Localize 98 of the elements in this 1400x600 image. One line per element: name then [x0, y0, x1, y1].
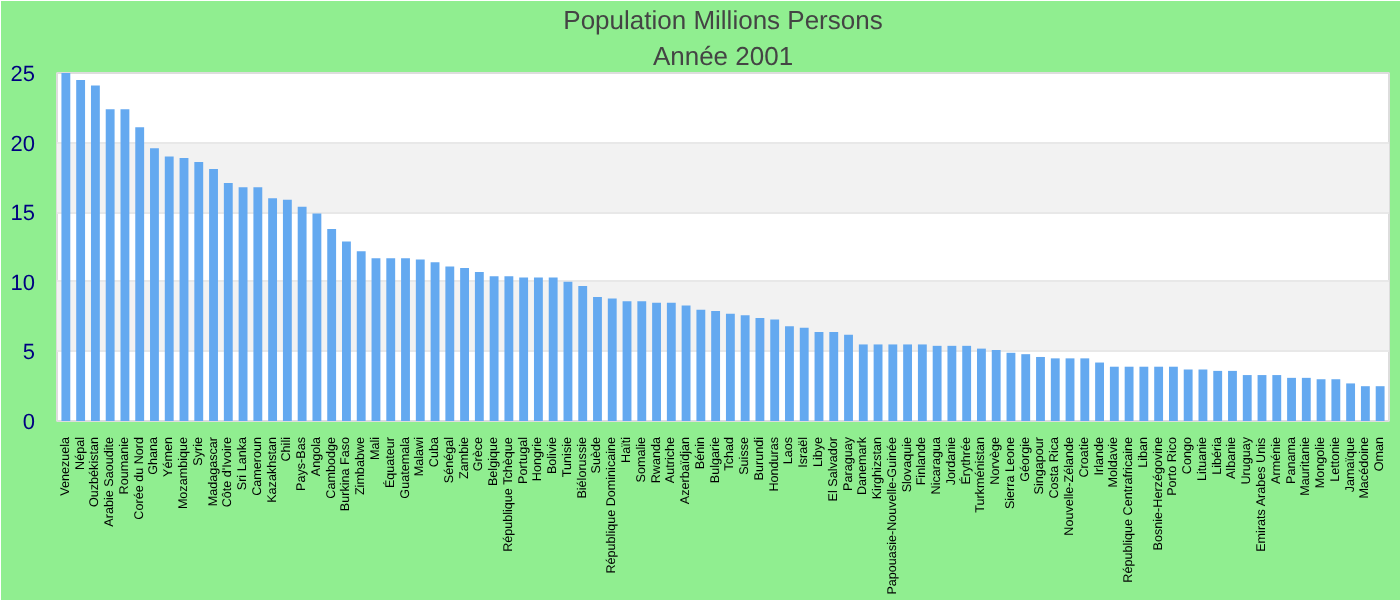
bar — [519, 277, 529, 421]
bar — [1080, 358, 1090, 421]
y-tick-label: 10 — [10, 271, 36, 296]
bar — [150, 148, 159, 421]
bar — [489, 276, 499, 421]
bar — [1375, 386, 1385, 421]
bar — [1183, 369, 1193, 421]
bar — [1139, 366, 1149, 421]
bar — [386, 258, 396, 421]
bar — [1272, 375, 1282, 421]
bar — [947, 345, 957, 421]
bar — [1021, 354, 1031, 421]
bar — [578, 285, 588, 421]
bar — [504, 276, 514, 421]
y-tick-label: 5 — [22, 341, 36, 366]
bar — [799, 327, 809, 421]
chart-subtitle: Année 2001 — [652, 41, 794, 71]
bar — [1228, 370, 1237, 421]
bar — [593, 297, 602, 421]
bar — [622, 301, 632, 421]
bar — [282, 199, 292, 421]
bar — [725, 313, 735, 421]
bar — [1050, 358, 1060, 421]
bar — [327, 228, 337, 421]
bar — [1124, 366, 1134, 421]
bar — [1213, 370, 1223, 421]
bar — [548, 277, 558, 421]
bar — [888, 344, 898, 421]
bar — [858, 344, 868, 421]
bar — [829, 331, 839, 421]
bar — [1198, 369, 1208, 421]
bar — [607, 298, 617, 421]
bar — [932, 345, 942, 421]
bar — [1287, 377, 1296, 421]
bar — [1257, 375, 1267, 421]
bar — [223, 182, 233, 421]
bar — [755, 317, 765, 421]
bar — [430, 262, 440, 421]
bar — [268, 198, 278, 421]
y-tick-label: 15 — [10, 202, 36, 227]
bar — [342, 241, 351, 421]
bar — [681, 305, 691, 421]
chart-title: Population Millions Persons — [563, 5, 884, 35]
bar — [445, 266, 455, 421]
bar — [1331, 379, 1341, 421]
bar — [120, 109, 130, 421]
bar — [917, 344, 927, 421]
bar — [533, 277, 543, 421]
bar — [1168, 366, 1178, 421]
bar — [1095, 362, 1104, 421]
bar — [1006, 352, 1016, 421]
bar — [474, 272, 484, 421]
bar — [1109, 366, 1119, 421]
bar — [1065, 358, 1075, 421]
bar — [194, 162, 204, 421]
bar — [785, 326, 794, 421]
bar — [977, 348, 986, 421]
bar — [90, 85, 100, 421]
bar — [1036, 356, 1045, 421]
bar — [844, 334, 853, 421]
bar — [1316, 379, 1326, 421]
bar — [371, 258, 381, 421]
bar — [356, 251, 366, 421]
bar — [903, 344, 913, 421]
bar — [135, 127, 145, 421]
bar — [1301, 377, 1311, 421]
bar — [652, 302, 661, 421]
y-tick-label: 0 — [22, 411, 36, 435]
bar — [312, 213, 322, 421]
bar — [991, 350, 1001, 421]
y-tick-label: 25 — [10, 63, 36, 87]
bar — [711, 311, 721, 421]
bar — [563, 281, 573, 421]
bar — [253, 187, 263, 421]
bar — [460, 267, 469, 421]
bar — [696, 309, 706, 421]
bar — [164, 156, 174, 421]
bar — [401, 258, 410, 421]
bar — [666, 302, 676, 421]
bar — [297, 206, 307, 421]
bar — [637, 301, 647, 421]
bar — [1360, 386, 1370, 421]
bar — [873, 344, 883, 421]
y-tick-label: 20 — [10, 132, 36, 157]
bar — [962, 345, 972, 421]
bar — [76, 79, 86, 421]
bar — [1154, 366, 1164, 421]
bar — [1242, 375, 1252, 421]
bar — [179, 157, 189, 421]
bar — [1346, 383, 1356, 421]
bar — [770, 319, 780, 421]
bar — [209, 169, 218, 421]
bar — [415, 259, 425, 421]
bar — [105, 109, 115, 421]
bar — [814, 331, 824, 421]
bar — [61, 73, 71, 421]
bar — [238, 187, 248, 421]
bar — [740, 315, 750, 421]
